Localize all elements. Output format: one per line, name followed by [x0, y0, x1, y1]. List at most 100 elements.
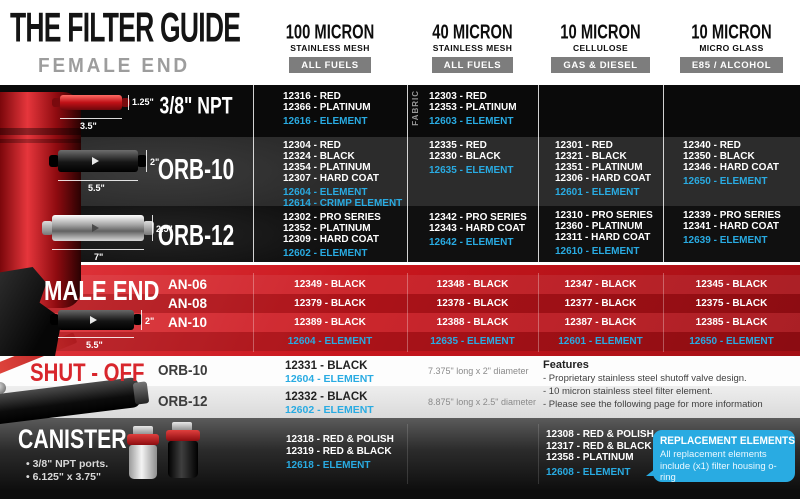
features-block: Features - Proprietary stainless steel s… — [543, 359, 795, 411]
part-number: 12345 - BLACK — [695, 279, 768, 290]
row-label: ORB-12 — [158, 393, 208, 410]
female-end-table: 1.25" 3.5" 3/8" NPT 12316 - RED 12366 - … — [0, 85, 800, 262]
micron-label: 100 MICRON — [285, 20, 375, 44]
dimension-line — [152, 215, 153, 241]
fuel-badge: E85 / ALCOHOL — [679, 57, 784, 73]
aeromotive-logo-icon — [90, 316, 97, 324]
filter-thumb-cap — [49, 155, 59, 167]
canister-bracket — [172, 422, 192, 431]
female-end-subtitle: FEMALE END — [38, 55, 190, 77]
fuel-badge: ALL FUELS — [431, 57, 514, 73]
part-number: 12342 - PRO SERIES — [429, 212, 527, 223]
part-number: 12321 - BLACK — [555, 151, 627, 162]
fuel-badge: GAS & DIESEL — [551, 57, 650, 73]
feature-item: - Proprietary stainless steel shutoff va… — [543, 373, 747, 384]
feature-item: - 10 micron stainless steel filter eleme… — [543, 386, 713, 397]
part-number: 12303 - RED — [429, 91, 487, 102]
fabric-tag: FABRIC — [411, 90, 420, 126]
element-number: 12642 - ELEMENT — [429, 237, 514, 248]
callout-body: All replacement elements include (x1) fi… — [660, 449, 777, 483]
part-number: 12341 - HARD COAT — [683, 221, 779, 232]
part-number: 12388 - BLACK — [436, 317, 509, 328]
size-note: 8.875" long x 2.5" diameter — [428, 397, 536, 407]
column-header-100-micron: 100 MICRON STAINLESS MESH ALL FUELS — [253, 0, 407, 85]
element-number: 12604 - ELEMENT — [283, 187, 368, 198]
element-number: 12635 - ELEMENT — [430, 336, 515, 347]
part-number: 12378 - BLACK — [436, 298, 509, 309]
row-label-area: 2.5" 7" ORB-12 — [0, 206, 253, 262]
element-number: 12603 - ELEMENT — [429, 116, 514, 127]
filter-thumb-cap — [143, 221, 154, 235]
column-divider — [663, 273, 664, 352]
row-label-area: 1.25" 3.5" 3/8" NPT — [0, 85, 253, 137]
part-number: 12351 - PLATINUM — [555, 162, 643, 173]
part-number: 12304 - RED — [283, 140, 341, 151]
dimension-length: 5.5" — [88, 183, 105, 193]
row-label-area: 2" 5.5" ORB-10 — [0, 137, 253, 209]
part-number: 12340 - RED — [683, 140, 741, 151]
page-title: THE FILTER GUIDE — [10, 5, 241, 52]
filter-thumb-cap — [50, 314, 59, 325]
part-number: 12330 - BLACK — [429, 151, 501, 162]
row-label: AN-10 — [168, 315, 208, 330]
cell-40-micron: 12335 - RED 12330 - BLACK 12635 - ELEMEN… — [407, 137, 538, 209]
part-number: 12319 - RED & BLACK — [286, 445, 392, 457]
male-end-title: MALE END — [44, 274, 160, 307]
part-number: 12348 - BLACK — [436, 279, 509, 290]
part-number: 12302 - PRO SERIES — [283, 212, 381, 223]
part-number: 12332 - BLACK — [285, 391, 368, 403]
part-number: 12346 - HARD COAT — [683, 162, 779, 173]
element-number: 12601 - ELEMENT — [555, 187, 640, 198]
part-number: 12343 - HARD COAT — [429, 223, 525, 234]
part-number: 12316 - RED — [283, 91, 341, 102]
part-number: 12318 - RED & POLISH — [286, 434, 394, 445]
dimension-length: 7" — [94, 252, 104, 262]
column-divider — [253, 85, 254, 262]
fuel-badge: ALL FUELS — [289, 57, 371, 73]
table-row-an10: AN-10 12389 - BLACK 12388 - BLACK 12387 … — [0, 313, 800, 332]
header: THE FILTER GUIDE FEMALE END 100 MICRON S… — [0, 0, 800, 85]
part-number: 12347 - BLACK — [564, 279, 637, 290]
dimension-line — [52, 249, 144, 250]
cell-40-micron: 12342 - PRO SERIES 12343 - HARD COAT 126… — [407, 206, 538, 262]
canister-bullet: • 3/8" NPT ports. — [26, 458, 109, 470]
part-number: 12366 - PLATINUM — [283, 102, 371, 113]
filter-thumb-cap — [133, 314, 142, 325]
column-header-10-micron-glass: 10 MICRON MICRO GLASS E85 / ALCOHOL — [663, 0, 800, 85]
column-divider — [538, 85, 539, 262]
part-number: 12349 - BLACK — [294, 279, 366, 290]
media-label: CELLULOSE — [572, 43, 629, 53]
element-number: 12650 - ELEMENT — [683, 176, 768, 187]
shut-off-section: SHUT - OFF ORB-10 ORB-12 12331 - BLACK 1… — [0, 356, 800, 418]
element-number: 12618 - ELEMENT — [286, 460, 371, 471]
part-number: 12358 - PLATINUM — [546, 452, 634, 463]
column-divider — [407, 273, 408, 352]
part-number: 12353 - PLATINUM — [429, 102, 517, 113]
part-number: 12377 - BLACK — [564, 298, 637, 309]
part-number: 12354 - PLATINUM — [283, 162, 371, 173]
canister-red-cap — [166, 430, 200, 441]
part-number: 12387 - BLACK — [564, 317, 637, 328]
part-number: 12352 - PLATINUM — [283, 223, 371, 234]
cell-10-micron-cellulose: 12310 - PRO SERIES 12360 - PLATINUM 1231… — [538, 206, 663, 262]
valve-pivot-bolt — [0, 382, 6, 394]
dimension-line — [58, 180, 138, 181]
element-number: 12616 - ELEMENT — [283, 116, 368, 127]
table-row-male-elements: 12604 - ELEMENT 12635 - ELEMENT 12601 - … — [0, 332, 800, 351]
npt-filter-thumb — [60, 95, 122, 110]
shutoff-valve-photo — [0, 332, 150, 426]
column-headers: 100 MICRON STAINLESS MESH ALL FUELS 40 M… — [253, 0, 800, 85]
canister-body — [129, 445, 157, 479]
part-number: 12389 - BLACK — [294, 317, 366, 328]
element-number: 12614 - CRIMP ELEMENT — [283, 198, 403, 209]
element-number: 12635 - ELEMENT — [429, 165, 514, 176]
bottom-bar — [0, 490, 800, 499]
aeromotive-logo-icon — [92, 224, 99, 232]
dimension-line — [141, 310, 142, 330]
dimension-height: 1.25" — [132, 97, 154, 107]
element-number: 12604 - ELEMENT — [285, 373, 374, 385]
cell-10-micron-glass-empty — [663, 85, 800, 137]
row-label: ORB-10 — [157, 152, 235, 186]
row-label: ORB-10 — [158, 362, 208, 379]
part-number: 12324 - BLACK — [283, 151, 355, 162]
